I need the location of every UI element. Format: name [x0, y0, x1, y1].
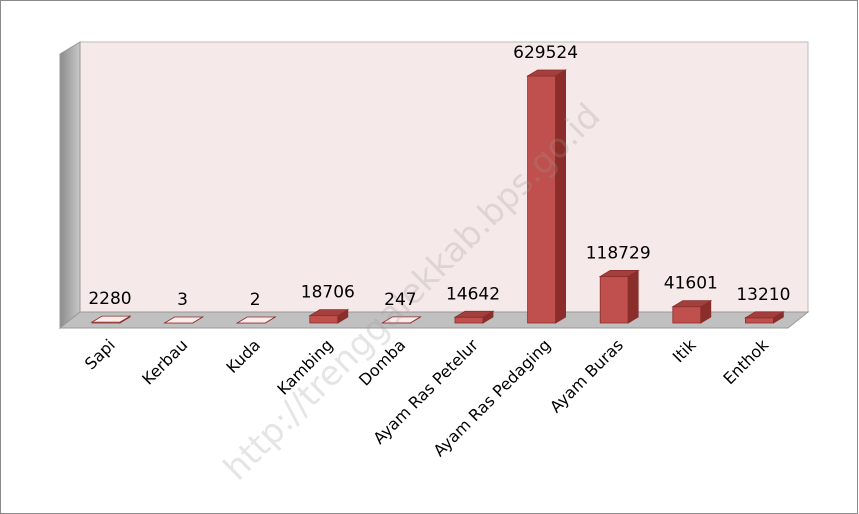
- side-wall: [59, 41, 81, 330]
- bar-top: [453, 310, 495, 318]
- bar: [672, 306, 702, 324]
- value-label: 629524: [513, 43, 578, 63]
- bar-side: [627, 269, 639, 324]
- bar-top: [308, 309, 350, 317]
- bar-top: [526, 69, 568, 77]
- bar: [309, 315, 339, 324]
- value-label: 18706: [301, 283, 355, 303]
- bar-top: [743, 311, 785, 319]
- value-label: 2280: [88, 289, 131, 309]
- bar-side: [555, 69, 566, 324]
- bar: [527, 75, 556, 324]
- bar-top: [235, 316, 277, 324]
- bar-top: [598, 270, 640, 277]
- value-label: 3: [177, 290, 188, 310]
- bar: [454, 316, 484, 324]
- bar-top: [380, 316, 422, 324]
- bar: [599, 276, 629, 324]
- value-label: 13210: [736, 285, 790, 305]
- value-label: 118729: [586, 243, 651, 263]
- bar: [745, 317, 774, 324]
- bar-top: [671, 300, 713, 308]
- value-label: 247: [384, 290, 416, 310]
- value-label: 2: [250, 290, 261, 310]
- value-label: 41601: [664, 274, 718, 294]
- bar-top: [163, 316, 205, 324]
- value-label: 14642: [446, 284, 500, 304]
- bar-top: [90, 315, 132, 323]
- bars: [90, 69, 785, 324]
